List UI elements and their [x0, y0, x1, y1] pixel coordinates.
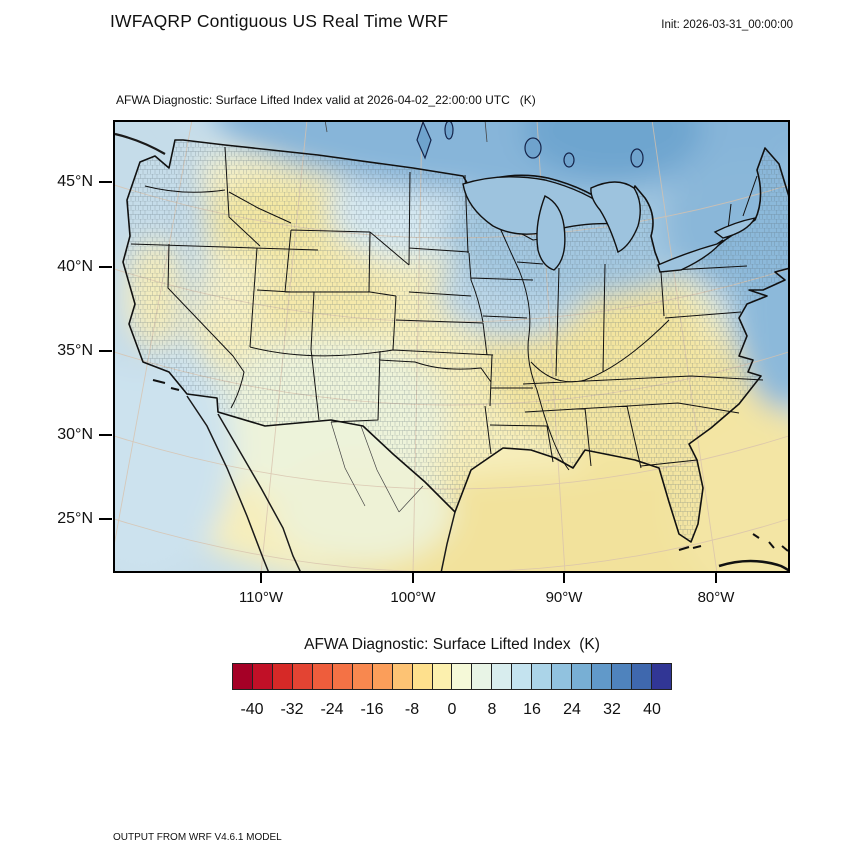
map-plot	[113, 120, 790, 573]
great-lakes	[462, 176, 757, 273]
x-tick-label: 100°W	[390, 589, 436, 606]
colorbar-cell	[571, 664, 592, 689]
colorbar-cell	[471, 664, 492, 689]
colorbar-tick-label: 0	[447, 701, 457, 718]
colorbar-cell	[271, 664, 292, 689]
x-tick-label: 90°W	[545, 589, 583, 606]
colorbar	[232, 663, 672, 690]
colorbar-cell	[291, 664, 312, 689]
x-tick-mark	[260, 573, 262, 583]
colorbar-cell	[233, 664, 252, 689]
colorbar-cell	[551, 664, 572, 689]
page-title: IWFAQRP Contiguous US Real Time WRF	[110, 11, 449, 31]
colorbar-cell	[531, 664, 552, 689]
y-tick-label: 45°N	[57, 173, 93, 190]
colorbar-cell	[331, 664, 352, 689]
y-tick-mark	[99, 434, 112, 436]
x-tick-mark	[715, 573, 717, 583]
colorbar-tick-label: -40	[240, 701, 264, 718]
colorbar-cell	[371, 664, 392, 689]
colorbar-cell	[351, 664, 372, 689]
x-tick-mark	[563, 573, 565, 583]
colorbar-cell	[651, 664, 671, 689]
canada-features	[114, 120, 644, 168]
map-frame	[113, 120, 790, 573]
colorbar-cell	[631, 664, 652, 689]
lake-ontario	[713, 217, 757, 239]
colorbar-cell	[451, 664, 472, 689]
mexico-coastline	[186, 395, 456, 573]
colorbar-title: AFWA Diagnostic: Surface Lifted Index (K…	[304, 636, 600, 653]
lifted-index-map-svg	[113, 120, 790, 573]
map-subtitle: AFWA Diagnostic: Surface Lifted Index va…	[116, 93, 536, 107]
colorbar-cell	[311, 664, 332, 689]
colorbar-cell	[431, 664, 452, 689]
colorbar-cell	[611, 664, 632, 689]
canada-lakes	[416, 120, 644, 168]
y-tick-label: 25°N	[57, 510, 93, 527]
state-borders	[130, 146, 764, 471]
init-timestamp: Init: 2026-03-31_00:00:00	[661, 19, 793, 31]
x-tick-label: 80°W	[697, 589, 735, 606]
colorbar-cell	[391, 664, 412, 689]
colorbar-tick-label: -24	[320, 701, 344, 718]
y-tick-label: 35°N	[57, 342, 93, 359]
mexico-state-borders	[330, 421, 424, 513]
colorbar-cell	[251, 664, 272, 689]
y-tick-mark	[99, 518, 112, 520]
lake-michigan	[536, 195, 566, 271]
colorbar-cell	[591, 664, 612, 689]
colorbar-cell	[511, 664, 532, 689]
x-tick-mark	[412, 573, 414, 583]
colorbar-tick-label: -32	[280, 701, 304, 718]
y-tick-mark	[99, 181, 112, 183]
colorbar-cell	[411, 664, 432, 689]
lake-erie	[657, 239, 724, 273]
colorbar-tick-label: -8	[404, 701, 420, 718]
colorbar-tick-label: 16	[523, 701, 541, 718]
y-tick-mark	[99, 350, 112, 352]
colorbar-tick-label: -16	[360, 701, 384, 718]
y-tick-mark	[99, 266, 112, 268]
x-tick-label: 110°W	[238, 589, 284, 606]
y-tick-label: 30°N	[57, 426, 93, 443]
colorbar-labels: -40 -32 -24 -16 -8 0 8 16 24 32 40	[232, 701, 672, 721]
colorbar-cell	[491, 664, 512, 689]
footer: OUTPUT FROM WRF V4.6.1 MODEL WE = 580 ; …	[113, 804, 506, 850]
colorbar-tick-label: 8	[487, 701, 497, 718]
lake-huron	[590, 181, 641, 253]
colorbar-tick-label: 40	[643, 701, 661, 718]
y-tick-label: 40°N	[57, 258, 93, 275]
colorbar-tick-label: 32	[603, 701, 621, 718]
colorbar-tick-label: 24	[563, 701, 581, 718]
footer-line1: OUTPUT FROM WRF V4.6.1 MODEL	[113, 832, 282, 843]
